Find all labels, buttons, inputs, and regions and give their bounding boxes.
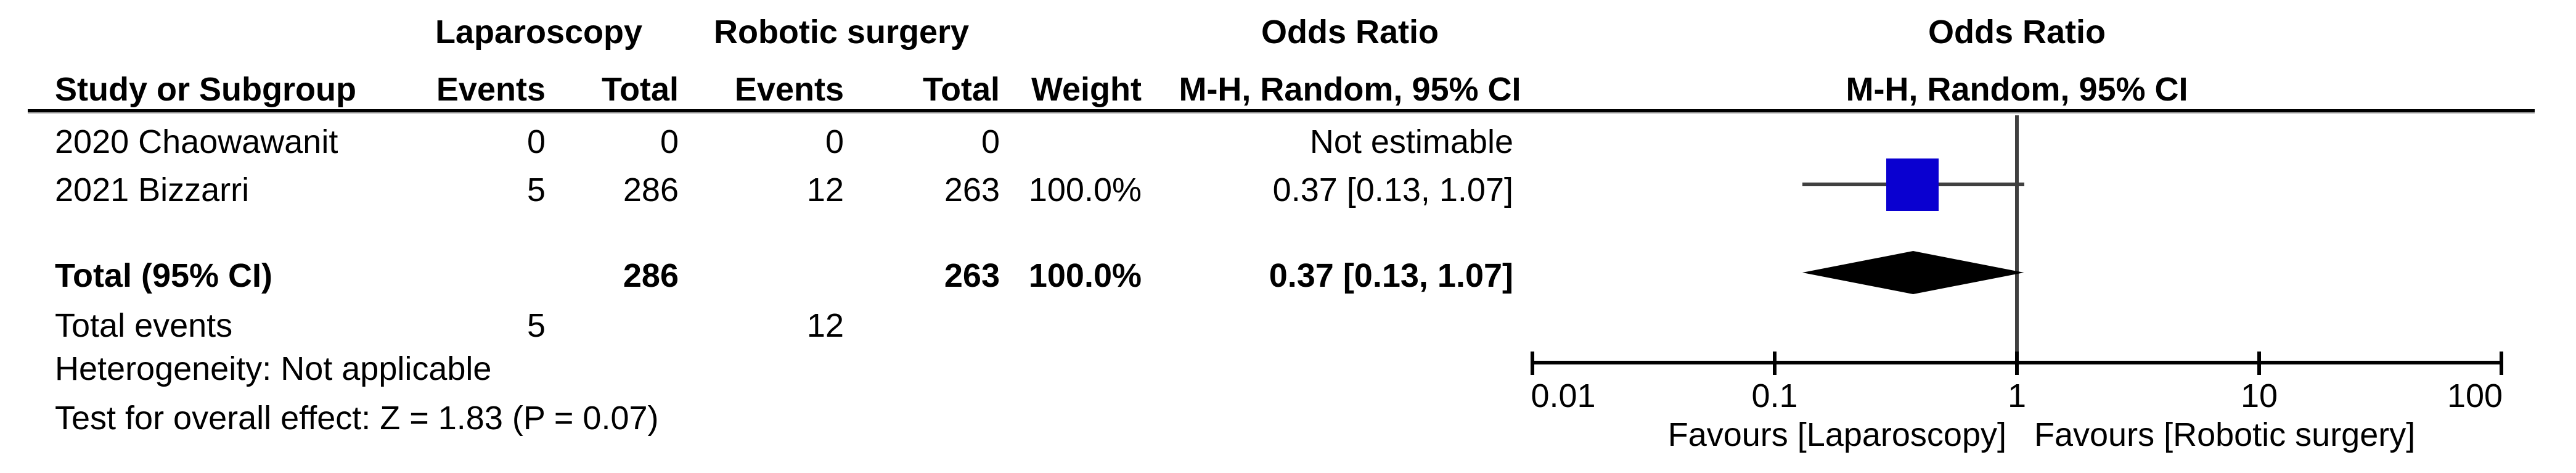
group-header-robotic: Robotic surgery	[713, 14, 970, 51]
x-axis-tick	[2015, 352, 2019, 375]
column-header-total-laparoscopy: Total	[602, 71, 679, 108]
no-effect-line	[2015, 115, 2019, 363]
x-axis-tick	[1773, 352, 1777, 375]
events-lap: 0	[526, 123, 546, 160]
plot-header-odds-ratio: Odds Ratio	[1928, 14, 2106, 51]
events-lap: 5	[526, 171, 546, 208]
heterogeneity-text: Heterogeneity: Not applicable	[55, 350, 492, 387]
events-robotic: 0	[825, 123, 844, 160]
x-axis-tick	[2257, 352, 2261, 375]
summary-diamond	[1802, 251, 2024, 294]
total-label: Total (95% CI)	[55, 257, 273, 294]
total-events-label: Total events	[55, 307, 233, 344]
study-name: 2021 Bizzarri	[55, 171, 250, 208]
column-header-study: Study or Subgroup	[55, 71, 356, 108]
or-ci-text: 0.37 [0.13, 1.07]	[1269, 257, 1513, 294]
total-lap: 0	[660, 123, 679, 160]
column-header-events-robotic: Events	[734, 71, 844, 108]
study-name: 2020 Chaowawanit	[55, 123, 338, 160]
column-header-total-robotic: Total	[923, 71, 1000, 108]
total-robotic: 263	[944, 171, 1000, 208]
column-header-events-laparoscopy: Events	[436, 71, 546, 108]
or-ci-text: 0.37 [0.13, 1.07]	[1272, 171, 1513, 208]
column-header-weight: Weight	[1031, 71, 1142, 108]
x-axis-tick-label: 0.1	[1751, 377, 1798, 414]
column-header-mh-random-ci-text: M-H, Random, 95% CI	[1179, 71, 1521, 108]
favours-right-label: Favours [Robotic surgery]	[2034, 416, 2416, 453]
or-ci-text: Not estimable	[1309, 123, 1513, 160]
total-robotic: 263	[944, 257, 1000, 294]
plot-header-mh-random-ci: M-H, Random, 95% CI	[1846, 71, 2188, 108]
overall-effect-text: Test for overall effect: Z = 1.83 (P = 0…	[55, 400, 659, 437]
x-axis-tick	[1531, 352, 1534, 375]
total-lap: 286	[623, 257, 679, 294]
x-axis-tick-label: 10	[2240, 377, 2278, 414]
column-header-odds-ratio-text: Odds Ratio	[1261, 14, 1439, 51]
x-axis-tick-label: 100	[2447, 377, 2503, 414]
x-axis-tick	[2500, 352, 2503, 375]
header-rule	[28, 109, 2535, 113]
total-robotic: 0	[981, 123, 1000, 160]
x-axis-tick-label: 0.01	[1531, 377, 1596, 414]
study-weight-marker	[1886, 158, 1939, 211]
total-lap: 286	[623, 171, 679, 208]
group-header-laparoscopy: Laparoscopy	[435, 14, 643, 51]
x-axis-tick-label: 1	[2007, 377, 2027, 414]
favours-left-label: Favours [Laparoscopy]	[1667, 416, 2006, 453]
weight-value: 100.0%	[1028, 171, 1142, 208]
events-robotic: 12	[806, 307, 844, 344]
weight-value: 100.0%	[1028, 257, 1142, 294]
events-robotic: 12	[806, 171, 844, 208]
events-lap: 5	[526, 307, 546, 344]
